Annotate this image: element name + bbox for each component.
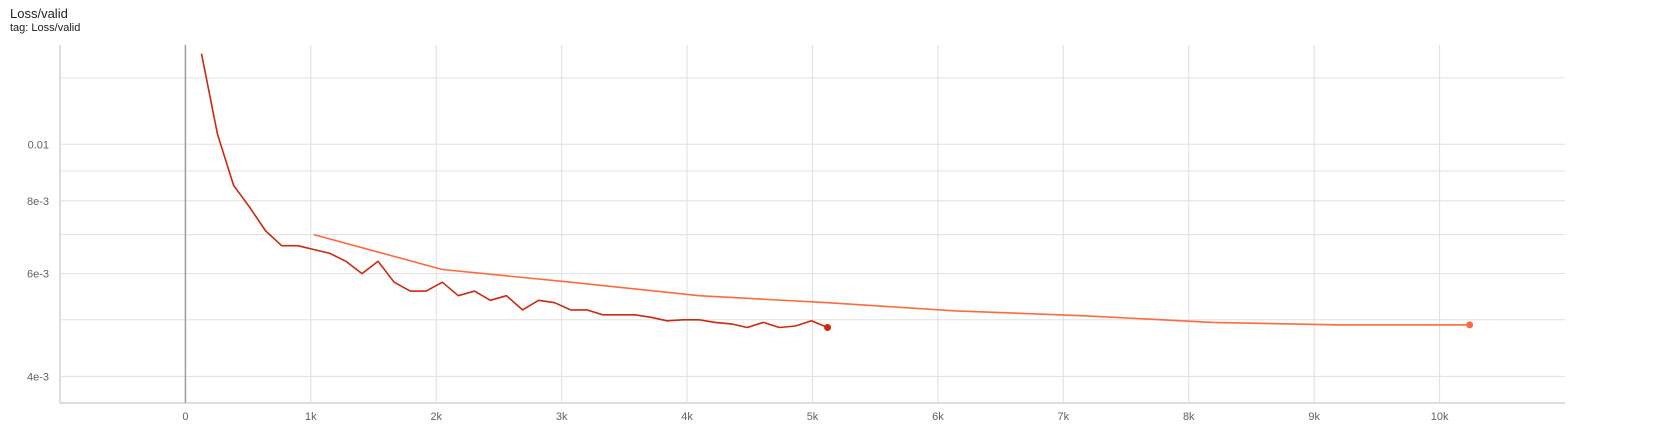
y-tick-label: 8e-3 <box>27 196 49 208</box>
x-tick-label: 7k <box>1058 411 1070 423</box>
x-tick-label: 10k <box>1431 411 1449 423</box>
x-tick-label: 9k <box>1308 411 1320 423</box>
series-end-point-1[interactable] <box>824 324 832 332</box>
x-tick-label: 8k <box>1183 411 1195 423</box>
y-tick-label: 0.01 <box>28 139 49 151</box>
x-tick-label: 0 <box>182 411 188 423</box>
x-tick-label: 1k <box>305 411 317 423</box>
x-tick-label: 2k <box>430 411 442 423</box>
x-tick-label: 4k <box>681 411 693 423</box>
x-tick-label: 6k <box>932 411 944 423</box>
series-line-2 <box>313 233 1470 326</box>
x-tick-label: 5k <box>807 411 819 423</box>
chart-title: Loss/valid <box>10 6 68 21</box>
y-axis: 4e-3 6e-3 8e-3 0.01 <box>27 139 49 383</box>
series <box>200 53 1474 332</box>
series-end-point-2[interactable] <box>1466 321 1474 329</box>
y-tick-label: 6e-3 <box>27 269 49 281</box>
grid <box>59 45 1565 404</box>
chart-tag: tag: Loss/valid <box>10 22 81 34</box>
x-tick-label: 3k <box>556 411 568 423</box>
y-tick-label: 4e-3 <box>27 371 49 383</box>
series-line-1 <box>200 53 828 329</box>
x-axis: 0 1k 2k 3k 4k 5k 6k 7k 8k 9k 10k <box>182 411 1449 423</box>
